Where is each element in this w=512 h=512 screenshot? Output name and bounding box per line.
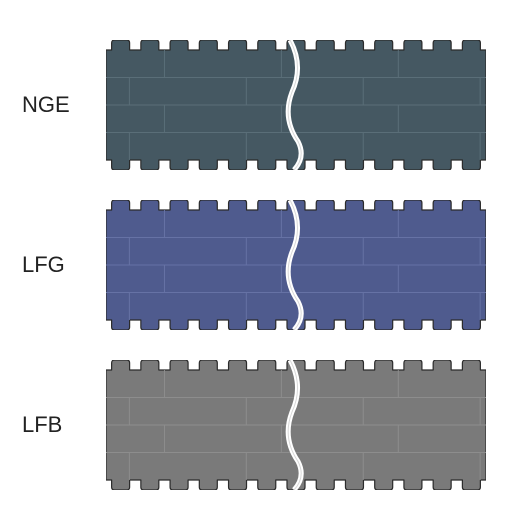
belt-label-nge: NGE [0,92,100,118]
belt-row-lfb: LFB [0,360,512,490]
belt-graphic-lfg [106,200,486,330]
belt-graphic-nge [106,40,486,170]
belt-graphic-lfb [106,360,486,490]
belt-label-lfg: LFG [0,252,100,278]
belt-row-nge: NGE [0,40,512,170]
belt-row-lfg: LFG [0,200,512,330]
belt-label-lfb: LFB [0,412,100,438]
